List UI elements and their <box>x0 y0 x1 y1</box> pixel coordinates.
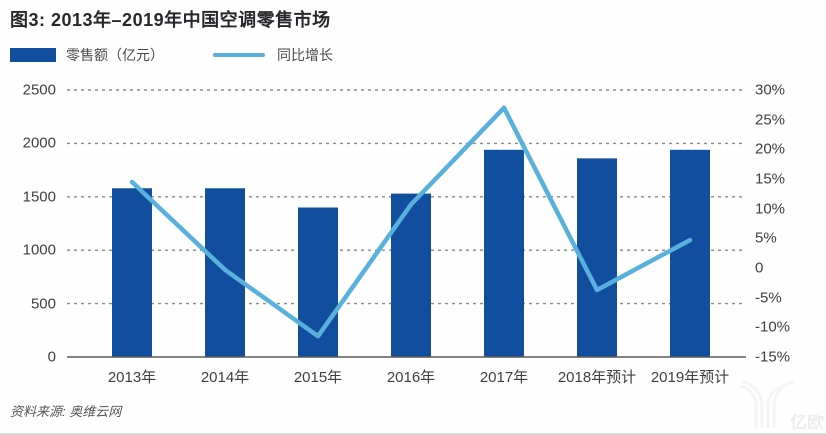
left-tick-500: 500 <box>30 295 56 313</box>
right-tick-0: 0 <box>755 259 764 277</box>
bar-2015年 <box>298 207 338 357</box>
legend-label-retail: 零售额（亿元） <box>66 47 164 63</box>
bottom-divider <box>0 433 826 435</box>
right-tick-15%: 15% <box>755 170 786 188</box>
legend-label-growth: 同比增长 <box>277 47 333 63</box>
left-tick-1500: 1500 <box>22 188 56 206</box>
x-label-2017年: 2017年 <box>479 369 529 386</box>
growth-line <box>129 105 693 339</box>
right-tick-30%: 30% <box>755 81 786 99</box>
line-swatch-icon <box>213 53 265 57</box>
bar-swatch-icon <box>10 48 56 62</box>
x-label-2013年: 2013年 <box>107 369 157 386</box>
bar-2016年 <box>391 193 431 357</box>
legend: 零售额（亿元） 同比增长 <box>10 44 410 66</box>
right-tick-10%: 10% <box>755 200 786 218</box>
yiou-logo-icon <box>739 379 795 428</box>
legend-item-retail: 零售额（亿元） <box>10 44 164 66</box>
left-tick-2500: 2500 <box>22 81 56 99</box>
legend-item-growth: 同比增长 <box>213 44 333 66</box>
x-label-2014年: 2014年 <box>200 369 250 386</box>
right-tick-5%: 5% <box>755 229 777 247</box>
x-label-2019年预计: 2019年预计 <box>650 369 730 386</box>
left-tick-0: 0 <box>47 348 56 366</box>
bar-2017年 <box>484 149 524 357</box>
x-label-2016年: 2016年 <box>386 369 436 386</box>
right-tick-20%: 20% <box>755 140 786 158</box>
bar-2013年 <box>112 188 152 357</box>
data-source-note: 资料来源: 奥维云网 <box>10 404 122 419</box>
left-tick-2000: 2000 <box>22 134 56 152</box>
left-tick-1000: 1000 <box>22 241 56 259</box>
right-tick--10%: -10% <box>755 318 791 336</box>
bar-2018年预计 <box>577 158 617 357</box>
x-label-2015年: 2015年 <box>293 369 343 386</box>
bar-2014年 <box>205 188 245 357</box>
bar-2019年预计 <box>670 149 710 357</box>
chart-title: 图3: 2013年–2019年中国空调零售市场 <box>10 10 331 30</box>
right-tick--15%: -15% <box>755 348 791 366</box>
right-tick--5%: -5% <box>755 289 782 307</box>
x-label-2018年预计: 2018年预计 <box>557 369 637 386</box>
right-tick-25%: 25% <box>755 111 786 129</box>
yiou-watermark-label: 亿欧 <box>790 413 824 432</box>
